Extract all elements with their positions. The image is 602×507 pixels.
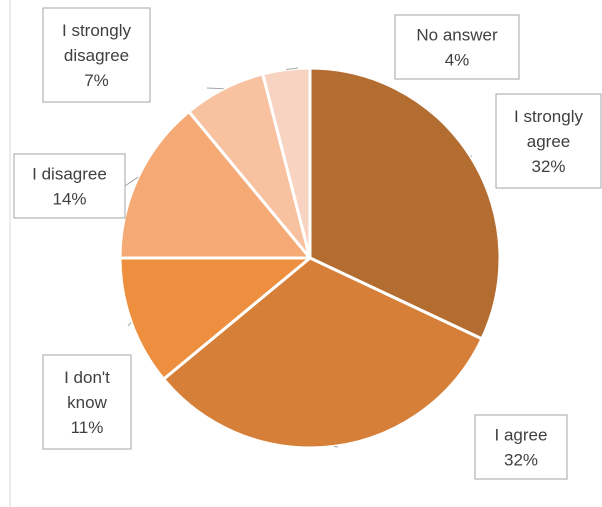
data-label-percent: 4% <box>445 51 470 70</box>
leader-lines <box>124 67 473 448</box>
data-label-category: No answer <box>416 26 498 45</box>
data-label-percent: 7% <box>84 71 109 90</box>
data-label-category: disagree <box>64 46 129 65</box>
data-label-percent: 14% <box>52 190 86 209</box>
data-label-category: I disagree <box>32 165 107 184</box>
data-label-percent: 32% <box>504 451 538 470</box>
data-label-category: I agree <box>495 426 548 445</box>
data-label-percent: 32% <box>531 157 565 176</box>
data-label-i-agree: I agree 32% <box>474 414 568 480</box>
leader-line-no-answer <box>286 67 299 70</box>
data-label-percent: 11% <box>71 418 104 437</box>
leader-line-i-don-t-know <box>127 322 132 327</box>
data-label-box <box>42 354 132 450</box>
pie-slices <box>118 66 502 450</box>
data-label-box <box>13 153 126 219</box>
data-label-category: I don't <box>64 368 110 387</box>
pie-slice-i-don-t-know <box>118 256 312 381</box>
data-label-i-don-t-know: I don't know 11% <box>42 354 132 450</box>
data-label-box <box>495 93 602 189</box>
data-label-category: I strongly <box>514 107 583 126</box>
data-label-category: I strongly <box>62 21 131 40</box>
leader-line-i-disagree <box>124 176 139 187</box>
leader-line-i-agree <box>333 446 339 448</box>
data-label-category: know <box>67 393 107 412</box>
data-label-i-disagree: I disagree 14% <box>13 153 126 219</box>
data-label-i-strongly-agree: I strongly agree 32% <box>495 93 602 189</box>
data-label-box <box>394 14 520 80</box>
data-label-box <box>42 7 151 103</box>
pie-slice-no-answer <box>261 66 312 260</box>
leader-line-i-strongly-disagree <box>206 87 224 90</box>
pie-slice-i-disagree <box>118 110 312 260</box>
data-label-no-answer: No answer 4% <box>394 14 520 80</box>
data-labels: I strongly agree 32% I agree 32% I don't know 1… <box>13 7 602 480</box>
data-label-box <box>474 414 568 480</box>
data-label-category: agree <box>527 132 570 151</box>
data-label-i-strongly-disagree: I strongly disagree 7% <box>42 7 151 103</box>
